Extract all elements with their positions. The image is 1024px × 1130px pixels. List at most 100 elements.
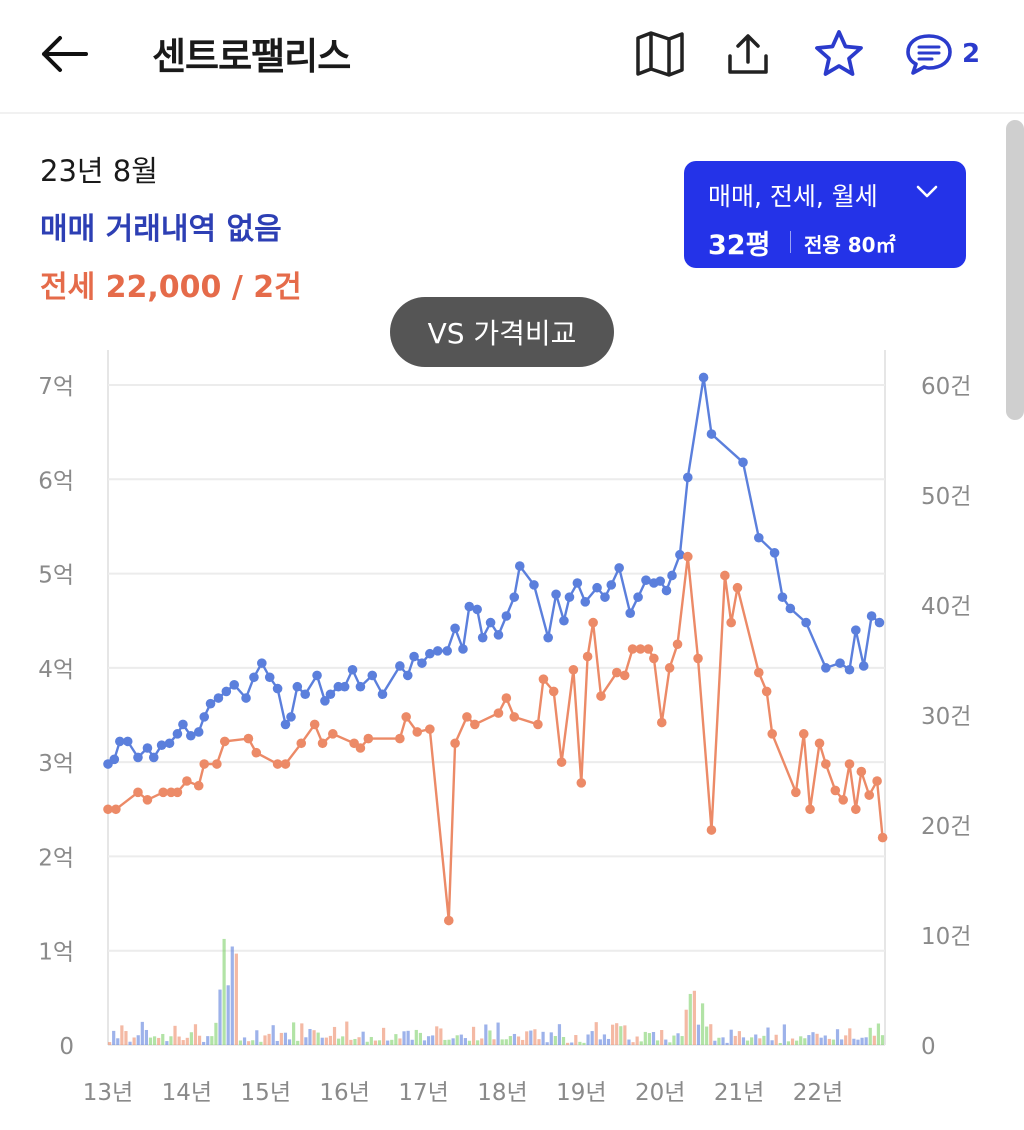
jeonse-data-point — [199, 759, 210, 769]
volume-bar — [807, 1035, 811, 1045]
jeonse-data-point — [864, 790, 875, 800]
volume-bar — [512, 1033, 517, 1045]
filter-area: 전용 80㎡ — [804, 233, 896, 257]
jeonse-data-point — [328, 729, 338, 739]
volume-bar — [132, 1037, 136, 1045]
y-right-tick-label: 60건 — [921, 374, 971, 400]
volume-bar — [492, 1039, 496, 1045]
volume-bar — [717, 1037, 721, 1045]
jeonse-data-point — [395, 733, 405, 744]
sale-data-point — [347, 664, 358, 675]
sale-data-point — [425, 648, 435, 659]
sale-data-point — [851, 625, 861, 635]
volume-bar — [463, 1038, 467, 1045]
y-left-tick-label: 0 — [59, 1034, 74, 1060]
sale-data-point — [501, 611, 512, 621]
volume-bar — [136, 1035, 140, 1045]
volume-bar — [799, 1036, 803, 1045]
share-button[interactable] — [724, 26, 778, 82]
volume-bar — [455, 1035, 459, 1045]
sale-data-point — [395, 661, 405, 671]
volume-bar — [831, 1039, 836, 1045]
sale-data-point — [821, 663, 831, 673]
volume-bar — [623, 1025, 627, 1045]
volume-bar — [386, 1040, 390, 1045]
map-button[interactable] — [634, 26, 688, 82]
sale-data-point — [559, 615, 569, 626]
sale-data-point — [178, 719, 188, 730]
volume-bar — [390, 1039, 394, 1045]
volume-bar — [496, 1022, 500, 1045]
volume-bar — [361, 1031, 365, 1045]
scrollbar[interactable] — [1006, 120, 1024, 420]
sale-data-point — [367, 670, 378, 681]
sale-data-point — [432, 646, 443, 656]
jeonse-data-point — [133, 787, 143, 798]
volume-bar — [467, 1040, 472, 1045]
sale-data-point — [257, 658, 267, 668]
jeonse-data-point — [412, 727, 423, 737]
volume-bar — [292, 1022, 296, 1045]
sale-data-point — [543, 632, 553, 643]
volume-bar — [476, 1040, 480, 1045]
volume-bar — [341, 1036, 345, 1045]
sale-data-point — [661, 585, 672, 596]
volume-bar — [586, 1034, 590, 1045]
volume-bar — [283, 1032, 288, 1045]
volume-bar — [872, 1035, 876, 1045]
volume-bar — [770, 1040, 774, 1045]
volume-bar — [488, 1030, 492, 1045]
sale-data-point — [213, 693, 224, 703]
volume-bar — [635, 1036, 639, 1045]
favorite-button[interactable] — [812, 26, 868, 82]
volume-bar — [222, 938, 226, 1045]
comment-button[interactable]: 2 — [904, 26, 994, 82]
jeonse-data-point — [856, 766, 867, 777]
volume-bar — [778, 1042, 782, 1045]
volume-bar — [557, 1024, 562, 1045]
jeonse-data-point — [872, 776, 882, 786]
jeonse-data-point — [814, 738, 825, 749]
y-right-tick-label: 0 — [921, 1034, 936, 1060]
sale-data-point — [592, 582, 602, 593]
sale-data-point — [614, 563, 624, 573]
sale-data-point — [753, 532, 764, 543]
jeonse-data-point — [111, 804, 121, 815]
volume-bar — [418, 1032, 422, 1045]
back-button[interactable] — [36, 30, 92, 78]
sale-data-point — [186, 730, 196, 741]
sale-series-line — [107, 377, 881, 765]
jeonse-data-point — [443, 915, 454, 926]
x-tick-label: 16년 — [319, 1080, 369, 1106]
sale-summary: 매매 거래내역 없음 — [40, 212, 282, 247]
volume-bar — [729, 1029, 733, 1045]
volume-bar — [157, 1037, 161, 1045]
compare-button[interactable]: VS 가격비교 — [390, 297, 614, 367]
volume-bar — [242, 1037, 247, 1045]
jeonse-data-point — [682, 551, 693, 562]
filter-dropdown[interactable]: 매매, 전세, 월세 32평 전용 80㎡ — [684, 161, 966, 268]
jeonse-data-point — [706, 825, 717, 835]
jeonse-data-point — [212, 759, 222, 769]
volume-bar — [795, 1040, 799, 1045]
volume-bar — [508, 1036, 512, 1045]
volume-bar — [279, 1032, 283, 1045]
jeonse-data-point — [243, 733, 254, 744]
volume-bar — [660, 1030, 664, 1045]
volume-bar — [165, 1041, 169, 1045]
y-left-tick-label: 5억 — [38, 563, 74, 589]
jeonse-data-point — [588, 617, 598, 628]
sale-data-point — [229, 680, 240, 690]
volume-bar — [353, 1038, 357, 1045]
volume-bar — [328, 1035, 333, 1045]
volume-bar — [451, 1038, 455, 1045]
volume-bar — [713, 1040, 717, 1045]
volume-bar — [700, 1003, 705, 1045]
volume-bar — [312, 1030, 316, 1045]
volume-bar — [144, 1029, 149, 1045]
volume-bar — [566, 1042, 570, 1045]
filter-separator — [790, 231, 791, 253]
volume-bar — [840, 1039, 844, 1045]
sale-data-point — [249, 672, 259, 683]
back-arrow-icon — [42, 36, 88, 72]
